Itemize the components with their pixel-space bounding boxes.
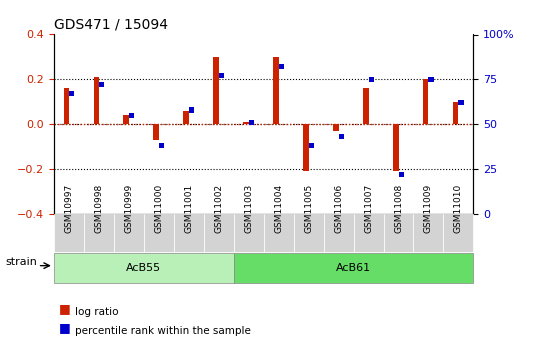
Bar xyxy=(279,64,284,69)
Bar xyxy=(243,122,249,124)
Bar xyxy=(124,115,129,124)
FancyBboxPatch shape xyxy=(54,253,233,283)
Text: GSM11002: GSM11002 xyxy=(214,184,223,233)
Bar xyxy=(399,172,404,177)
Text: GSM11001: GSM11001 xyxy=(184,184,193,233)
Text: GSM11000: GSM11000 xyxy=(154,184,163,233)
FancyBboxPatch shape xyxy=(233,253,473,283)
Text: GSM11009: GSM11009 xyxy=(424,184,433,233)
Text: GSM11007: GSM11007 xyxy=(364,184,373,233)
Text: GSM11004: GSM11004 xyxy=(274,184,283,233)
Bar xyxy=(363,88,369,124)
FancyBboxPatch shape xyxy=(233,214,264,252)
FancyBboxPatch shape xyxy=(353,214,384,252)
FancyBboxPatch shape xyxy=(414,214,443,252)
Text: GSM11003: GSM11003 xyxy=(244,184,253,233)
FancyBboxPatch shape xyxy=(174,214,204,252)
Bar xyxy=(453,102,458,124)
FancyBboxPatch shape xyxy=(54,214,84,252)
Bar xyxy=(63,88,69,124)
Bar xyxy=(249,120,254,125)
Bar xyxy=(69,91,74,96)
Bar xyxy=(159,143,164,148)
Bar xyxy=(303,124,309,171)
Text: strain: strain xyxy=(5,257,37,267)
Text: GSM10997: GSM10997 xyxy=(64,184,73,233)
Bar xyxy=(183,111,189,124)
Text: AcB61: AcB61 xyxy=(336,263,371,273)
Text: GSM11006: GSM11006 xyxy=(334,184,343,233)
Text: GSM10998: GSM10998 xyxy=(94,184,103,233)
Bar xyxy=(338,134,344,139)
Bar xyxy=(428,77,434,82)
Bar xyxy=(334,124,338,131)
Text: percentile rank within the sample: percentile rank within the sample xyxy=(75,326,251,336)
Bar xyxy=(458,100,464,105)
FancyBboxPatch shape xyxy=(323,214,353,252)
FancyBboxPatch shape xyxy=(443,214,473,252)
FancyBboxPatch shape xyxy=(384,214,414,252)
Text: GSM11005: GSM11005 xyxy=(304,184,313,233)
FancyBboxPatch shape xyxy=(114,214,144,252)
Text: ■: ■ xyxy=(59,302,71,315)
FancyBboxPatch shape xyxy=(84,214,114,252)
Bar xyxy=(94,77,99,124)
Bar xyxy=(393,124,399,171)
Bar xyxy=(153,124,159,140)
Text: GDS471 / 15094: GDS471 / 15094 xyxy=(54,18,168,32)
Bar xyxy=(369,77,374,82)
FancyBboxPatch shape xyxy=(204,214,233,252)
Text: GSM11010: GSM11010 xyxy=(454,184,463,233)
Bar xyxy=(129,112,134,118)
Bar xyxy=(423,79,428,124)
FancyBboxPatch shape xyxy=(294,214,323,252)
Text: GSM10999: GSM10999 xyxy=(124,184,133,233)
Bar xyxy=(273,57,279,124)
Text: ■: ■ xyxy=(59,321,71,334)
Bar xyxy=(218,73,224,78)
Text: log ratio: log ratio xyxy=(75,307,119,317)
Bar xyxy=(214,57,218,124)
Text: GSM11008: GSM11008 xyxy=(394,184,403,233)
Text: AcB55: AcB55 xyxy=(126,263,161,273)
FancyBboxPatch shape xyxy=(264,214,294,252)
Bar xyxy=(309,143,314,148)
Bar xyxy=(99,82,104,87)
Bar xyxy=(189,107,194,112)
FancyBboxPatch shape xyxy=(144,214,174,252)
